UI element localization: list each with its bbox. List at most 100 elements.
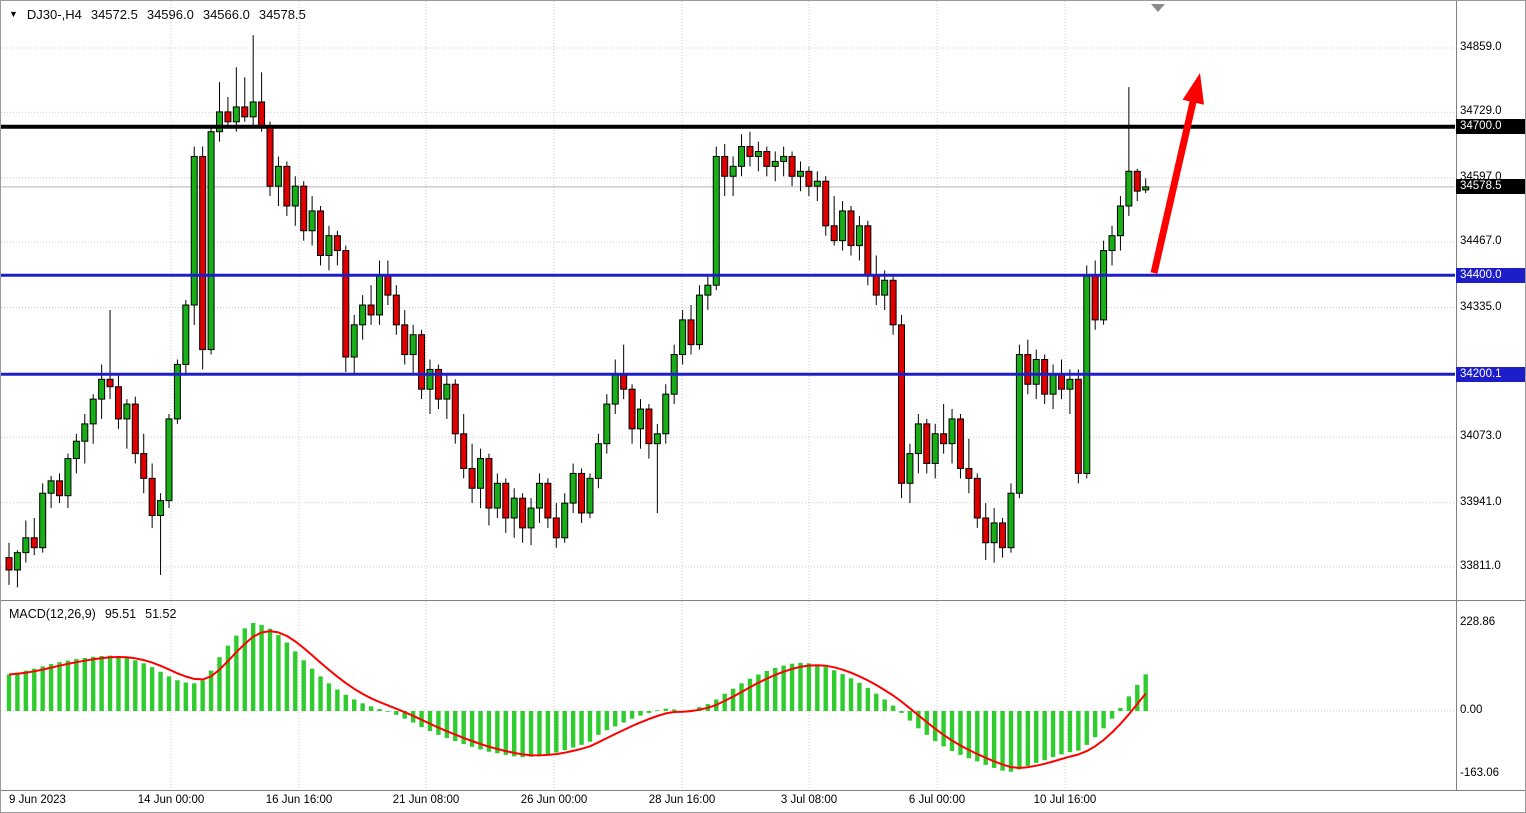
candle [317, 205, 325, 266]
symbol-ohlc-label: ▼ DJ30-,H4 34572.5 34596.0 34566.0 34578… [9, 7, 306, 22]
candle [620, 344, 628, 400]
candle [300, 181, 308, 241]
candle [906, 443, 914, 504]
candle [948, 409, 956, 464]
candle [940, 404, 948, 454]
candle [956, 413, 964, 479]
ohlc-close: 34578.5 [258, 7, 306, 22]
candle [333, 230, 341, 266]
time-tick-label: 28 Jun 16:00 [648, 794, 716, 806]
candle [468, 443, 476, 504]
candle [763, 146, 771, 177]
candle [182, 300, 190, 375]
time-tick-label: 9 Jun 2023 [9, 794, 66, 806]
macd-tick-label: -163.06 [1460, 766, 1500, 779]
macd-tick-label: 228.86 [1460, 615, 1496, 628]
macd-histogram [6, 622, 1148, 772]
macd-signal-value: 51.52 [145, 607, 177, 621]
candle [173, 359, 181, 424]
candle [426, 359, 434, 414]
candle [157, 493, 165, 575]
candle [578, 468, 586, 523]
candle [805, 166, 813, 197]
candle [746, 131, 754, 167]
candle [148, 463, 156, 528]
price-tick-label: 34467.0 [1460, 235, 1502, 248]
candle [392, 285, 400, 335]
candles-layer [5, 35, 1150, 588]
candle [359, 295, 367, 340]
scroll-marker-icon[interactable] [1151, 4, 1165, 12]
candle [375, 260, 383, 325]
candle [704, 275, 712, 310]
candle [813, 171, 821, 202]
level-lines[interactable] [1, 124, 1455, 376]
candle [1091, 260, 1099, 330]
candle [855, 215, 863, 261]
candle [1058, 359, 1065, 400]
candle [106, 309, 114, 400]
candle [603, 394, 611, 454]
candle [72, 433, 80, 474]
candle [519, 493, 527, 543]
candle [131, 396, 139, 464]
candle [232, 67, 240, 132]
candle [973, 473, 981, 528]
ohlc-low: 34566.0 [202, 7, 250, 22]
candle [207, 126, 215, 355]
price-tick-label: 34859.0 [1460, 41, 1502, 53]
candle [586, 473, 594, 518]
time-tick-label: 6 Jul 00:00 [908, 794, 966, 806]
candle [881, 270, 889, 310]
price-scale[interactable]: 34859.0 34729.0 34597.0 34467.0 34335.0 34073… [1456, 1, 1525, 791]
candle [687, 305, 695, 355]
trend-arrow[interactable] [1150, 73, 1204, 274]
candle [544, 478, 552, 528]
price-tick-label: 34073.0 [1460, 430, 1502, 443]
candle [224, 97, 232, 127]
candle [822, 176, 830, 236]
candle [249, 35, 257, 127]
chart-expand-icon[interactable]: ▼ [9, 9, 18, 19]
candle [39, 483, 47, 553]
candle [889, 275, 897, 335]
candle [401, 309, 409, 365]
candle [81, 413, 89, 464]
candle [241, 77, 249, 122]
candle [1083, 265, 1091, 479]
candle [754, 141, 762, 172]
candle [64, 453, 72, 509]
candle [738, 134, 746, 177]
candle [510, 488, 518, 538]
candle [291, 176, 299, 226]
candle [982, 503, 990, 561]
time-axis[interactable]: 9 Jun 2023 14 Jun 00:00 16 Jun 16:00 21 Jun… [1, 791, 1456, 812]
candle [1133, 168, 1141, 202]
candle [695, 285, 703, 350]
price-marker-label: 34200.1 [1456, 366, 1525, 382]
price-marker-label: 34700.0 [1456, 119, 1525, 135]
candle [535, 473, 543, 523]
candle [721, 144, 729, 197]
candle [1116, 196, 1124, 251]
candle [89, 394, 97, 444]
candle [653, 423, 661, 514]
ohlc-open: 34572.5 [90, 7, 138, 22]
candle [1142, 178, 1150, 194]
candle [788, 151, 796, 187]
candle [384, 260, 392, 306]
price-tick-label: 33941.0 [1460, 495, 1502, 508]
candle [266, 121, 274, 197]
candle [199, 146, 207, 370]
candle [485, 453, 493, 526]
candle [1007, 483, 1015, 553]
candle [47, 475, 55, 509]
candle [13, 550, 21, 588]
candle [308, 196, 316, 246]
candle [443, 374, 451, 419]
candle [258, 72, 266, 132]
candle [839, 201, 847, 251]
candle [1100, 240, 1108, 325]
candle [898, 314, 906, 499]
